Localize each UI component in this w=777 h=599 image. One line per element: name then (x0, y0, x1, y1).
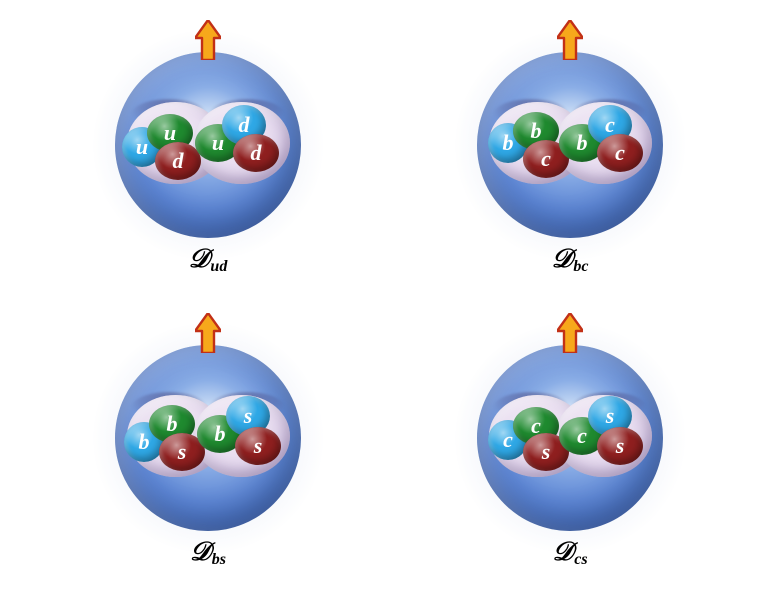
particle-label: 𝒟bc (552, 244, 589, 276)
particle-label: 𝒟ud (189, 244, 228, 276)
diagram-stage: uududd𝒟udbbcbcc𝒟bcbbsbss𝒟bsccscss𝒟cs (0, 0, 777, 599)
quark-s-red: s (235, 427, 281, 465)
particle-label: 𝒟cs (552, 537, 587, 569)
spin-arrow-icon (557, 20, 583, 60)
spin-arrow-icon (195, 20, 221, 60)
spin-arrow-icon (195, 313, 221, 353)
spin-arrow-icon (557, 313, 583, 353)
quark-d-red: d (155, 142, 201, 180)
quark-c-red: c (597, 134, 643, 172)
particle-label: 𝒟bs (190, 537, 226, 569)
quark-s-red: s (597, 427, 643, 465)
quark-d-red: d (233, 134, 279, 172)
